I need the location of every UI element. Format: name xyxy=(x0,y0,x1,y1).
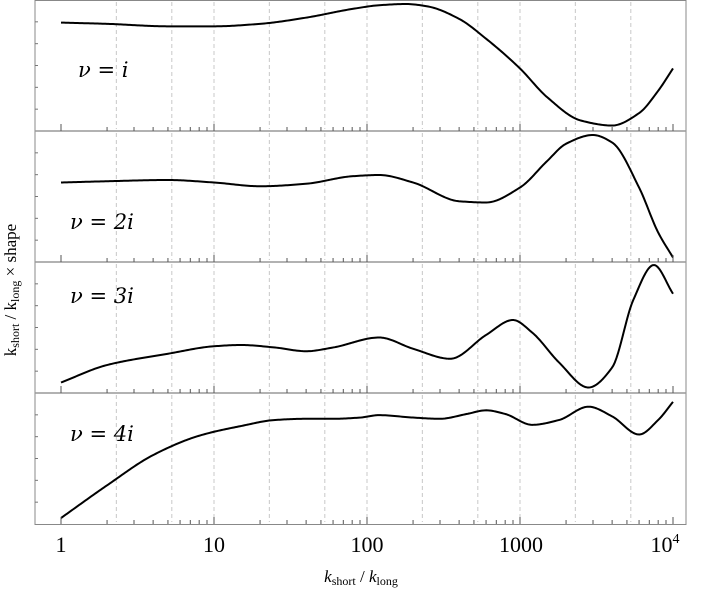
x-tick-label-10: 10 xyxy=(203,532,225,557)
x-tick-label-100: 100 xyxy=(351,532,384,557)
axis-ticks xyxy=(35,21,674,524)
grid-lines xyxy=(115,2,632,522)
series-line-4 xyxy=(60,401,674,519)
x-axis-label: kshort / klong xyxy=(324,567,398,588)
panel-label-2: ν = 2i xyxy=(70,210,134,234)
x-tick-label-10000: 104 xyxy=(651,532,680,557)
series-line-3 xyxy=(60,264,674,389)
x-tick-label-1: 1 xyxy=(56,532,67,557)
series-line-1 xyxy=(60,3,674,127)
series-line-2 xyxy=(60,134,674,259)
curves xyxy=(60,3,674,519)
panel-label-1: ν = i xyxy=(78,58,128,82)
plot-frame xyxy=(34,0,687,525)
panel-label-4: ν = 4i xyxy=(70,422,134,446)
panel-label-3: ν = 3i xyxy=(70,284,134,308)
x-tick-label-1000: 1000 xyxy=(499,532,543,557)
y-axis-label: kshort / klong × shape xyxy=(1,224,22,356)
